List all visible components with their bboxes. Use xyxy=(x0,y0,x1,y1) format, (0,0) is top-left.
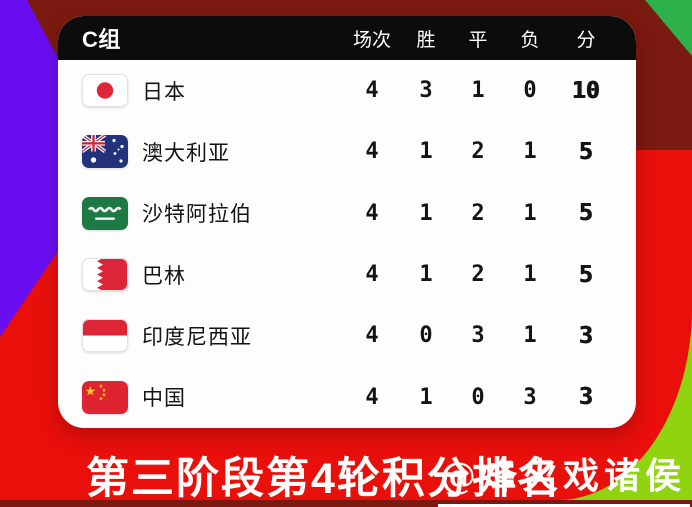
column-header: 场次 xyxy=(352,29,391,51)
team-cell: 印度尼西亚 xyxy=(82,319,344,353)
stat-played: 4 xyxy=(365,323,379,349)
stat-lost: 1 xyxy=(523,200,537,226)
stat-drawn: 1 xyxy=(471,78,485,104)
stat-points: 3 xyxy=(579,322,593,349)
table-row: 沙特阿拉伯 4 1 2 1 5 xyxy=(58,183,636,244)
table-row: 日本 4 3 1 0 10 xyxy=(58,60,636,121)
flag-indonesia-icon xyxy=(82,319,128,353)
column-header: 胜 xyxy=(416,29,436,51)
stat-points: 5 xyxy=(579,200,593,227)
stat-played: 4 xyxy=(365,200,379,226)
table-row: 澳大利亚 4 1 2 1 5 xyxy=(58,121,636,182)
team-name: 沙特阿拉伯 xyxy=(142,203,252,227)
stat-played: 4 xyxy=(365,139,379,165)
svg-text:★: ★ xyxy=(102,392,107,398)
svg-text:★: ★ xyxy=(99,396,104,402)
stat-lost: 1 xyxy=(523,139,537,165)
stat-points: 5 xyxy=(579,261,593,288)
svg-text:★: ★ xyxy=(85,383,97,398)
stat-drawn: 2 xyxy=(471,262,485,288)
stat-drawn: 3 xyxy=(471,323,485,349)
team-name: 澳大利亚 xyxy=(142,141,230,165)
stat-won: 3 xyxy=(419,78,433,104)
team-cell: ★ ★ ★ ★ ★ 中国 xyxy=(82,380,344,414)
stat-won: 1 xyxy=(419,200,433,226)
footer-title: 第三阶段第4轮积分排名 xyxy=(86,455,562,503)
team-cell: 沙特阿拉伯 xyxy=(82,196,344,230)
svg-text:★: ★ xyxy=(102,388,107,394)
stat-drawn: 2 xyxy=(471,139,485,165)
stat-drawn: 0 xyxy=(471,384,485,410)
stat-points: 10 xyxy=(572,77,600,104)
stat-drawn: 2 xyxy=(471,200,485,226)
team-name: 巴林 xyxy=(142,264,186,288)
flag-saudi-arabia-icon xyxy=(82,196,128,230)
standings-header: C组 场次 胜 平 负 分 xyxy=(58,16,636,60)
stat-points: 3 xyxy=(579,384,593,411)
flag-japan-icon xyxy=(82,74,128,108)
standings-rows: 日本 4 3 1 0 10 澳大利亚 4 1 2 1 5 沙特阿拉伯 4 1 2 1 5 巴林 4 1 2 1 5 印度尼… xyxy=(58,60,636,428)
watermark: @烽火戏诸侯 xyxy=(437,447,690,507)
column-header: 负 xyxy=(520,29,540,51)
team-name: 日本 xyxy=(142,80,186,104)
stat-points: 5 xyxy=(579,138,593,165)
team-cell: 巴林 xyxy=(82,258,344,292)
table-row: ★ ★ ★ ★ ★ 中国 4 1 0 3 3 xyxy=(58,367,636,428)
column-header: 平 xyxy=(468,29,488,51)
team-name: 印度尼西亚 xyxy=(142,325,252,349)
stat-played: 4 xyxy=(365,262,379,288)
stat-lost: 1 xyxy=(523,262,537,288)
team-cell: 日本 xyxy=(82,74,344,108)
standings-card: C组 场次胜平负分 日本 4 3 1 0 10 澳大利亚 4 1 2 1 5 沙特阿拉伯 4 1 2 1 5 … xyxy=(58,16,636,428)
svg-text:★: ★ xyxy=(99,384,104,390)
stat-lost: 3 xyxy=(523,384,537,410)
stat-won: 1 xyxy=(419,139,433,165)
team-cell: 澳大利亚 xyxy=(82,135,344,169)
stat-lost: 0 xyxy=(523,78,537,104)
stat-won: 1 xyxy=(419,384,433,410)
stat-lost: 1 xyxy=(523,323,537,349)
stat-played: 4 xyxy=(365,384,379,410)
team-name: 中国 xyxy=(142,387,186,411)
stat-won: 0 xyxy=(419,323,433,349)
column-header: 分 xyxy=(576,29,596,51)
flag-bahrain-icon xyxy=(82,258,128,292)
flag-australia-icon xyxy=(82,135,128,169)
group-label: C组 xyxy=(82,27,121,52)
table-row: 巴林 4 1 2 1 5 xyxy=(58,244,636,305)
table-row: 印度尼西亚 4 0 3 1 3 xyxy=(58,305,636,366)
stat-played: 4 xyxy=(365,78,379,104)
stat-won: 1 xyxy=(419,262,433,288)
flag-china-icon: ★ ★ ★ ★ ★ xyxy=(82,380,128,414)
